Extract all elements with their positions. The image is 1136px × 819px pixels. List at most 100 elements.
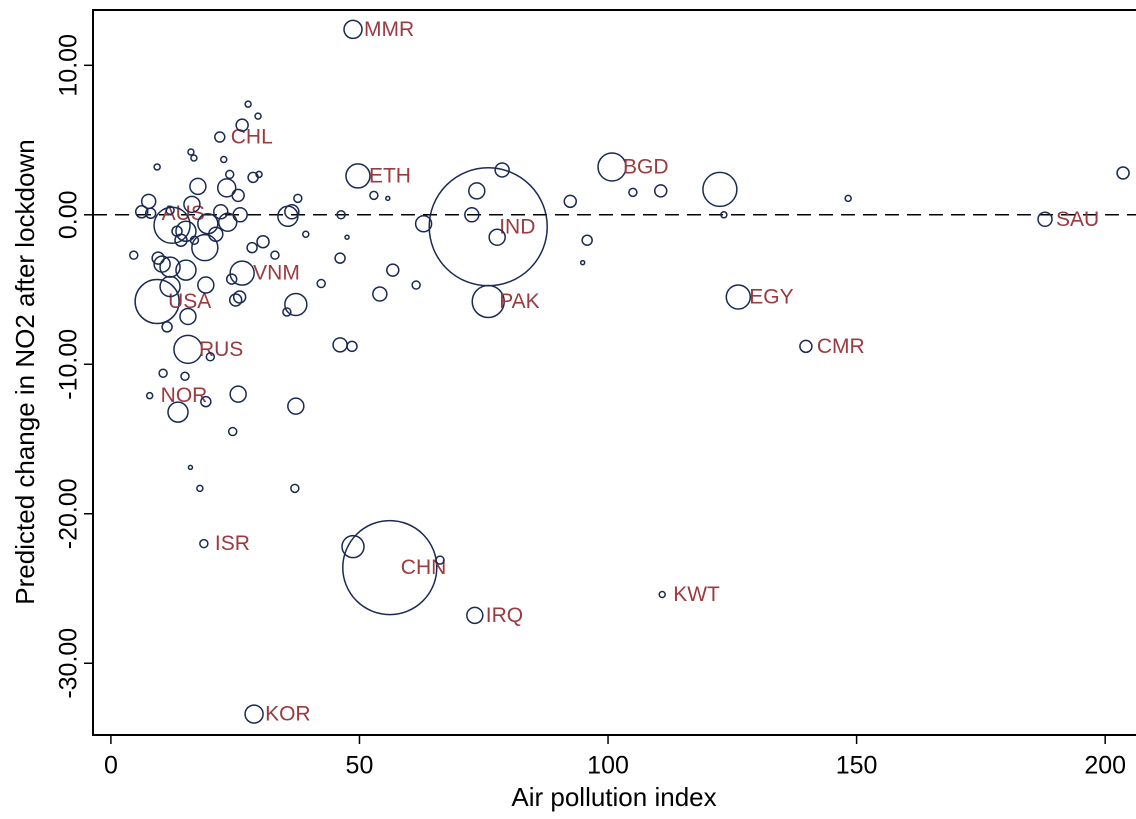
point-label: KWT bbox=[673, 583, 720, 606]
bubble bbox=[341, 534, 365, 559]
bubble bbox=[563, 194, 578, 209]
bubble bbox=[219, 155, 228, 164]
bubble bbox=[224, 169, 235, 180]
bubble bbox=[702, 171, 738, 208]
y-tick-label: -20.00 bbox=[55, 478, 83, 549]
bubble bbox=[255, 170, 263, 179]
bubble bbox=[284, 292, 308, 317]
bubble bbox=[246, 241, 258, 254]
point-label: SAU bbox=[1056, 208, 1099, 231]
bubble bbox=[200, 395, 212, 408]
point-label: PAK bbox=[499, 290, 539, 313]
bubble bbox=[129, 250, 139, 260]
bubble bbox=[334, 252, 346, 264]
bubble bbox=[196, 484, 204, 493]
bubble bbox=[225, 273, 238, 285]
point-label: KOR bbox=[265, 703, 311, 726]
bubble bbox=[332, 337, 348, 353]
bubble bbox=[229, 260, 255, 286]
bubble bbox=[284, 204, 300, 220]
bubble bbox=[346, 340, 358, 353]
bubble bbox=[494, 162, 510, 178]
point-label: NOR bbox=[161, 384, 208, 407]
bubble bbox=[229, 385, 247, 403]
bubble bbox=[189, 177, 207, 196]
point-label: BGD bbox=[623, 156, 669, 179]
bubble bbox=[174, 233, 188, 247]
bubble bbox=[173, 334, 203, 365]
bubble bbox=[175, 220, 197, 242]
bubble bbox=[228, 293, 243, 307]
bubble bbox=[254, 112, 262, 120]
bubble bbox=[161, 321, 173, 333]
bubble bbox=[179, 307, 197, 326]
bubble bbox=[231, 188, 245, 203]
bubble bbox=[159, 275, 181, 298]
point-label: CHN bbox=[401, 556, 447, 579]
x-tick-label: 150 bbox=[836, 752, 878, 780]
bubble bbox=[217, 212, 238, 233]
bubble bbox=[158, 368, 168, 378]
bubble bbox=[799, 339, 813, 354]
bubble bbox=[232, 290, 247, 304]
bubble bbox=[336, 210, 346, 220]
bubble bbox=[191, 233, 219, 262]
bubble bbox=[293, 193, 303, 204]
bubble bbox=[372, 286, 388, 302]
point-label: MMR bbox=[364, 18, 414, 41]
bubble bbox=[244, 100, 252, 108]
bubble bbox=[414, 215, 433, 233]
bubble bbox=[471, 284, 505, 319]
bubble bbox=[235, 118, 249, 132]
bubble bbox=[316, 278, 326, 289]
point-label: IRQ bbox=[486, 604, 523, 627]
bubble bbox=[344, 234, 350, 240]
x-axis-title: Air pollution index bbox=[511, 782, 716, 812]
bubble bbox=[386, 263, 400, 277]
bubble bbox=[180, 371, 190, 381]
point-label: ISR bbox=[215, 532, 250, 555]
bubble bbox=[134, 278, 180, 325]
point-label: USA bbox=[168, 290, 211, 313]
plot-frame bbox=[92, 9, 1136, 736]
bubble bbox=[167, 401, 189, 423]
bubble bbox=[151, 251, 165, 265]
bubble bbox=[466, 606, 484, 625]
y-tick-label: 10.00 bbox=[55, 34, 83, 97]
bubble bbox=[190, 154, 198, 162]
bubble bbox=[628, 187, 638, 198]
bubble bbox=[385, 195, 391, 202]
bubble bbox=[277, 205, 299, 228]
bubble bbox=[140, 193, 157, 210]
bubble bbox=[411, 280, 421, 290]
bubble bbox=[270, 250, 280, 260]
bubble bbox=[187, 464, 194, 471]
bubble bbox=[175, 259, 197, 281]
bubble bbox=[227, 426, 238, 437]
bubble bbox=[435, 555, 445, 565]
x-tick-label: 0 bbox=[104, 752, 118, 780]
bubble bbox=[187, 148, 195, 156]
y-axis-title: Predicted change in NO2 after lockdown bbox=[10, 139, 40, 604]
bubble bbox=[134, 205, 149, 219]
bubble bbox=[597, 152, 627, 182]
bubble bbox=[153, 206, 191, 245]
bubble bbox=[464, 207, 480, 223]
bubble bbox=[345, 163, 371, 189]
bubble bbox=[488, 228, 506, 246]
bubble bbox=[581, 234, 593, 246]
point-label: IND bbox=[499, 215, 535, 238]
x-tick-label: 200 bbox=[1084, 752, 1126, 780]
point-label: VNM bbox=[253, 262, 300, 285]
bubble bbox=[197, 276, 215, 294]
bubble bbox=[720, 211, 728, 219]
x-tick-label: 50 bbox=[346, 752, 374, 780]
bubble bbox=[165, 205, 175, 216]
bubble bbox=[189, 235, 200, 245]
y-tick-label: 0.00 bbox=[55, 190, 83, 239]
point-label: CMR bbox=[817, 335, 865, 358]
bubble bbox=[1037, 211, 1053, 228]
bubble bbox=[214, 131, 226, 143]
